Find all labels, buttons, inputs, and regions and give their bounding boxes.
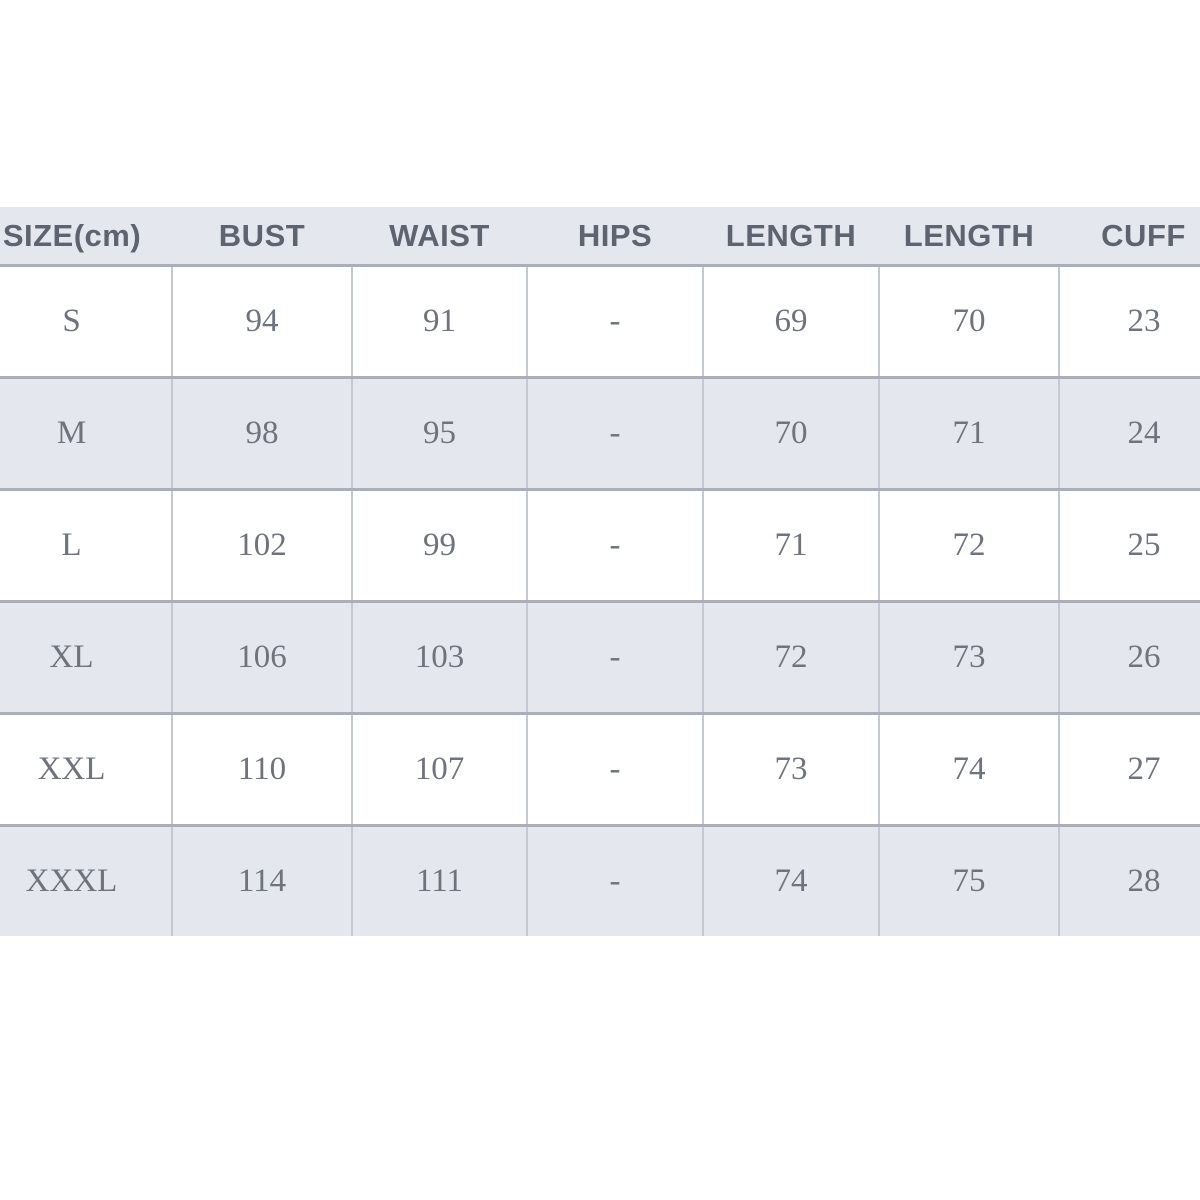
value-cell: 71: [878, 377, 1059, 491]
value-cell: 75: [878, 825, 1059, 936]
value-cell: 91: [351, 265, 527, 379]
value-cell: 95: [351, 377, 527, 491]
header-row: SIZE(cm) BUST WAIST HIPS LENGTH LENGTH CUFF: [0, 207, 1200, 267]
value-cell: 107: [351, 713, 527, 827]
value-cell: 99: [351, 489, 527, 603]
table-row-s: S 94 91-69 70 23: [0, 265, 1200, 379]
value-cell: 110: [171, 713, 352, 827]
value-cell: -: [526, 601, 703, 715]
value-cell: -: [526, 377, 703, 491]
size-label-cell: M: [0, 377, 172, 491]
value-cell: 25: [1058, 489, 1200, 603]
value-cell: -: [526, 265, 703, 379]
table-row-m: M 98 95-70 71 24: [0, 377, 1200, 491]
value-cell: -: [526, 825, 703, 936]
size-label-cell: S: [0, 265, 172, 379]
value-cell: 74: [878, 713, 1059, 827]
value-cell: 23: [1058, 265, 1200, 379]
header-cell-length-4: LENGTH: [703, 207, 879, 267]
value-cell: 69: [702, 265, 879, 379]
size-label-cell: XXL: [0, 713, 172, 827]
size-chart-header-row: SIZE(cm) BUST WAIST HIPS LENGTH LENGTH CUFF: [0, 207, 1200, 267]
value-cell: 73: [878, 601, 1059, 715]
value-cell: 98: [171, 377, 352, 491]
value-cell: 70: [878, 265, 1059, 379]
size-label-cell: XXXL: [0, 825, 172, 936]
table-row-xl: XL 106 103-72 73 26: [0, 601, 1200, 715]
header-cell-size-cm--0: SIZE(cm): [0, 207, 172, 267]
value-cell: 28: [1058, 825, 1200, 936]
value-cell: 111: [351, 825, 527, 936]
value-cell: 94: [171, 265, 352, 379]
size-label-cell: L: [0, 489, 172, 603]
value-cell: 27: [1058, 713, 1200, 827]
value-cell: 72: [702, 601, 879, 715]
value-cell: 71: [702, 489, 879, 603]
header-cell-hips-3: HIPS: [527, 207, 703, 267]
header-cell-bust-1: BUST: [172, 207, 352, 267]
value-cell: 106: [171, 601, 352, 715]
table-row-xxl: XXL 110 107-73 74 27: [0, 713, 1200, 827]
size-label-cell: XL: [0, 601, 172, 715]
header-cell-waist-2: WAIST: [352, 207, 527, 267]
size-chart-body: S 94 91-69 70 23 M 98 95-70 71 24 L 102 99-71 72 25 XL 1…: [0, 265, 1200, 936]
value-cell: 102: [171, 489, 352, 603]
table-row-l: L 102 99-71 72 25: [0, 489, 1200, 603]
header-cell-length-5: LENGTH: [879, 207, 1059, 267]
value-cell: 26: [1058, 601, 1200, 715]
value-cell: -: [526, 713, 703, 827]
value-cell: 72: [878, 489, 1059, 603]
value-cell: 73: [702, 713, 879, 827]
table-row-xxxl: XXXL 114 111-74 75 28: [0, 825, 1200, 936]
value-cell: 114: [171, 825, 352, 936]
header-cell-cuff-6: CUFF: [1059, 207, 1200, 267]
value-cell: 74: [702, 825, 879, 936]
value-cell: -: [526, 489, 703, 603]
value-cell: 70: [702, 377, 879, 491]
value-cell: 103: [351, 601, 527, 715]
value-cell: 24: [1058, 377, 1200, 491]
